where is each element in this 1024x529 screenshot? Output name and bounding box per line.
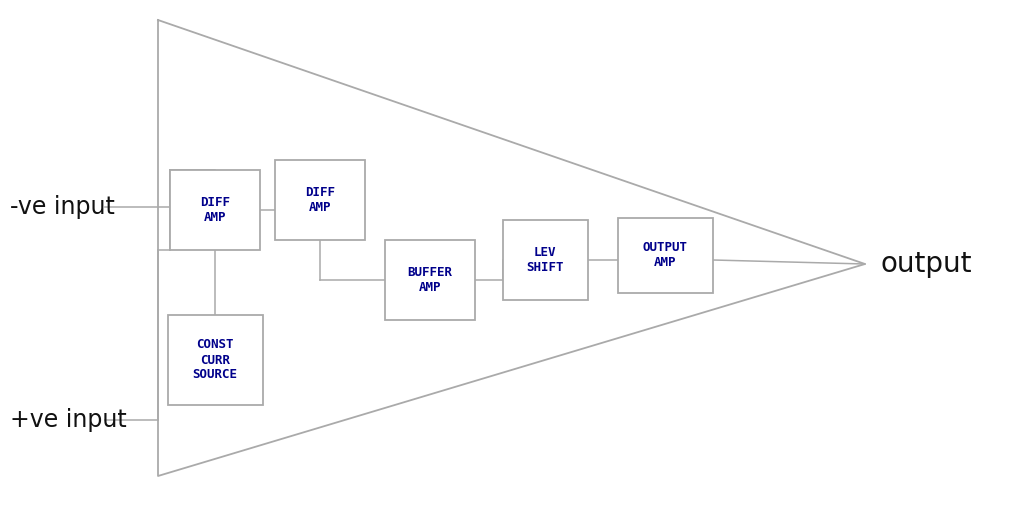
Text: DIFF
AMP: DIFF AMP <box>200 196 230 224</box>
Text: +ve input: +ve input <box>10 408 127 432</box>
Bar <box>503 220 588 300</box>
Text: CONST
CURR
SOURCE: CONST CURR SOURCE <box>193 339 238 381</box>
Text: -ve input: -ve input <box>10 195 115 219</box>
Text: BUFFER
AMP: BUFFER AMP <box>408 266 453 294</box>
Text: LEV
SHIFT: LEV SHIFT <box>526 246 564 274</box>
Text: DIFF
AMP: DIFF AMP <box>305 186 335 214</box>
Bar <box>275 160 365 240</box>
Text: OUTPUT
AMP: OUTPUT AMP <box>642 241 687 269</box>
Bar <box>385 240 475 320</box>
Bar <box>617 217 713 293</box>
Bar <box>168 315 262 405</box>
Text: output: output <box>880 250 972 278</box>
Bar <box>170 170 260 250</box>
